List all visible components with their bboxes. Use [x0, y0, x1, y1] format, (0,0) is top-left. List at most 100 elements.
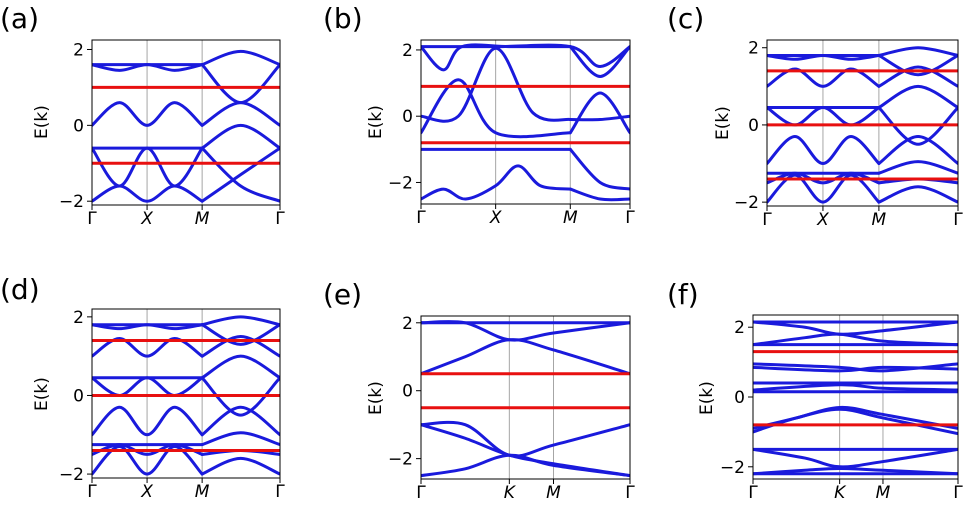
dispersive-band-line: [753, 447, 958, 469]
dispersive-band-line: [877, 53, 958, 77]
plot-area: [92, 315, 280, 476]
axes-frame: [420, 39, 631, 205]
ytick-label: 0: [402, 107, 413, 127]
dispersive-band-line: [753, 365, 958, 373]
dispersive-band-line: [421, 78, 572, 139]
xtick-label-m: M: [546, 483, 561, 503]
dispersive-band-line: [877, 185, 958, 204]
dispersive-band-line: [92, 443, 204, 456]
xtick-label-gamma: Γ: [275, 482, 285, 502]
ytick-label: −2: [720, 458, 745, 478]
y-axis-label: E(k): [32, 377, 52, 411]
xtick-label-x: X: [489, 208, 502, 228]
dispersive-band-line: [568, 91, 630, 135]
plot-area: [753, 320, 958, 476]
ytick-label: −2: [388, 173, 413, 193]
y-axis-label: E(k): [366, 105, 386, 139]
dispersive-band-line: [421, 320, 630, 342]
ytick-label: −2: [388, 450, 413, 470]
xtick-label-k: K: [504, 483, 517, 503]
dispersive-band-line: [877, 65, 958, 88]
panel-e: 20−2Γ K M ΓE(k)(e): [323, 278, 635, 503]
axes-frame: [766, 39, 959, 207]
axes-frame: [91, 308, 281, 479]
dispersive-band-line: [568, 187, 630, 202]
panel-d: 20−2Γ X M ΓE(k)(d): [0, 273, 285, 502]
dispersive-band-line: [200, 335, 280, 358]
xtick-label-gamma: Γ: [87, 482, 97, 502]
dispersive-band-line: [877, 46, 958, 57]
dispersive-band-line: [877, 84, 958, 110]
dispersive-band-line: [92, 146, 204, 188]
xtick-label-x: X: [140, 209, 153, 229]
ytick-label: 2: [402, 314, 413, 334]
xtick-label-x: X: [816, 210, 829, 230]
ytick-label: 2: [734, 318, 745, 338]
dispersive-band-line: [877, 106, 958, 146]
plot-area: [421, 320, 630, 478]
dispersive-band-line: [753, 383, 958, 392]
dispersive-band-line: [92, 101, 204, 127]
dispersive-band-line: [421, 453, 630, 478]
plot-area: [92, 49, 280, 203]
dispersive-band-line: [421, 43, 572, 72]
dispersive-band-line: [568, 114, 630, 122]
dispersive-band-line: [200, 456, 280, 476]
dispersive-band-line: [200, 63, 280, 105]
y-axis-label: E(k): [366, 381, 386, 415]
ytick-label: −2: [734, 193, 759, 213]
xtick-label-m: M: [563, 208, 578, 228]
ytick-label: 0: [734, 388, 745, 408]
dispersive-band-line: [92, 323, 204, 331]
xtick-label-gamma: Γ: [416, 208, 426, 228]
dispersive-band-line: [200, 146, 280, 203]
panel-letter: (d): [0, 273, 40, 306]
dispersive-band-line: [568, 147, 630, 191]
ytick-label: 0: [402, 382, 413, 402]
xtick-label-k: K: [834, 483, 847, 503]
ytick-label: 0: [748, 116, 759, 136]
dispersive-band-line: [200, 405, 280, 437]
panel-letter: (f): [667, 278, 699, 311]
ytick-label: 2: [748, 39, 759, 59]
axes-frame: [420, 315, 631, 480]
xtick-label-gamma: Γ: [416, 483, 426, 503]
dispersive-band-line: [767, 135, 881, 166]
ytick-label: 2: [402, 41, 413, 61]
dispersive-band-line: [200, 431, 280, 447]
xtick-label-m: M: [195, 209, 210, 229]
dispersive-band-line: [877, 135, 958, 166]
panel-letter: (a): [0, 2, 39, 35]
xtick-label-m: M: [872, 210, 887, 230]
xtick-label-gamma: Γ: [625, 208, 635, 228]
dispersive-band-line: [200, 315, 280, 327]
dispersive-band-line: [200, 49, 280, 67]
xtick-label-m: M: [876, 483, 891, 503]
dispersive-band-line: [877, 160, 958, 175]
dispersive-band-line: [767, 171, 881, 185]
dispersive-band-line: [92, 376, 204, 397]
y-axis-label: E(k): [32, 105, 52, 139]
xtick-label-gamma: Γ: [748, 483, 758, 503]
dispersive-band-line: [753, 320, 958, 336]
xtick-label-gamma: Γ: [762, 210, 772, 230]
panel-letter: (b): [323, 2, 363, 35]
xtick-label-x: X: [140, 482, 153, 502]
plot-area: [421, 43, 630, 202]
dispersive-band-line: [421, 46, 572, 123]
dispersive-band-line: [200, 146, 280, 203]
xtick-label-gamma: Γ: [625, 483, 635, 503]
dispersive-band-line: [200, 376, 280, 417]
xtick-label-gamma: Γ: [87, 209, 97, 229]
xtick-label-m: M: [195, 482, 210, 502]
ytick-label: 0: [73, 116, 84, 136]
panel-letter: (c): [667, 2, 704, 35]
dispersive-band-line: [92, 184, 204, 203]
panel-b: 20−2Γ X M ΓE(k)(b): [323, 2, 635, 228]
xtick-label-gamma: Γ: [953, 483, 963, 503]
xtick-label-gamma: Γ: [953, 210, 963, 230]
y-axis-label: E(k): [697, 381, 717, 415]
dispersive-band-line: [753, 332, 958, 347]
ytick-label: −2: [59, 192, 84, 212]
ytick-label: −2: [59, 465, 84, 485]
